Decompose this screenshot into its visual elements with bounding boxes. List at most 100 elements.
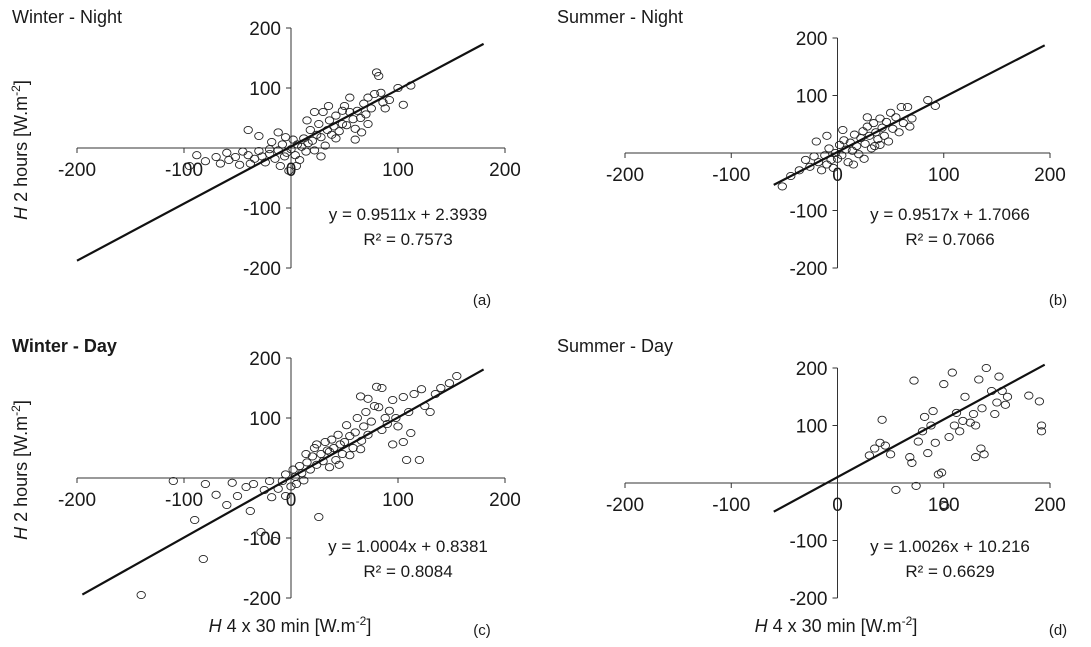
data-point (960, 392, 970, 401)
data-point (361, 407, 371, 417)
data-point (777, 182, 787, 191)
x-tick-label: -100 (165, 490, 203, 511)
data-point (327, 435, 337, 444)
x-tick-label: 200 (489, 490, 521, 511)
data-point (270, 536, 280, 546)
data-point (883, 137, 894, 146)
data-point (280, 491, 291, 501)
data-point (875, 438, 885, 447)
data-point (949, 421, 960, 430)
data-point (302, 116, 312, 125)
data-point (355, 113, 366, 123)
data-point (264, 145, 275, 154)
x-tick-label: -200 (58, 490, 96, 511)
y-tick-label: 100 (796, 87, 828, 108)
data-point (371, 382, 382, 391)
x-axis-label-exponent: -2 (356, 614, 367, 628)
y-tick-label: -100 (789, 202, 827, 223)
data-point (965, 418, 975, 427)
x-axis-label-variable: H (209, 616, 223, 636)
x-tick-label: -100 (712, 495, 750, 516)
data-point (805, 162, 815, 171)
data-point (350, 135, 360, 144)
data-point (211, 490, 221, 499)
data-point (337, 119, 348, 129)
data-point (936, 468, 947, 477)
data-point (376, 88, 386, 97)
data-point (404, 407, 414, 417)
y-tick-label: -200 (243, 589, 281, 610)
data-point (824, 144, 834, 153)
data-point (786, 171, 796, 181)
data-point (414, 455, 425, 465)
y-axis-label-end: ] (11, 400, 31, 405)
x-axis-label: H 4 x 30 min [W.m-2] (209, 614, 372, 636)
data-point (273, 128, 283, 137)
data-point (374, 71, 384, 81)
data-point (416, 385, 427, 394)
data-point (374, 403, 384, 412)
data-point (384, 406, 395, 415)
x-axis-label-exponent: -2 (902, 614, 913, 628)
trendline-equation: y = 1.0004x + 0.8381 (328, 537, 488, 556)
data-point (198, 554, 208, 564)
data-point (401, 455, 412, 465)
data-point (809, 152, 819, 161)
y-axis-label: H 2 hours [W.m-2] (9, 400, 31, 540)
data-point (947, 368, 957, 377)
data-point (331, 455, 341, 465)
data-point (350, 428, 360, 437)
data-point (291, 479, 302, 489)
data-point (345, 451, 355, 460)
data-point (299, 476, 309, 485)
data-point (994, 372, 1004, 381)
data-point (356, 128, 367, 137)
data-point (860, 139, 870, 148)
data-point (348, 115, 358, 124)
data-point (1036, 427, 1047, 436)
y-axis-label-variable: H (11, 526, 31, 540)
data-point (816, 166, 827, 175)
data-point (992, 398, 1002, 407)
y-tick-label: 100 (249, 409, 281, 430)
data-point (241, 482, 251, 492)
y-tick-label: 200 (249, 349, 281, 370)
data-point (286, 482, 296, 491)
y-axis-label-end: ] (11, 80, 31, 85)
data-point (930, 438, 940, 447)
data-point (380, 104, 390, 113)
data-point (854, 150, 864, 159)
trendline-equation: y = 0.9517x + 1.7066 (870, 205, 1030, 224)
x-axis-label-variable: H (755, 616, 769, 636)
data-point (955, 427, 965, 436)
data-point (222, 500, 232, 510)
data-point (192, 151, 202, 160)
data-point (331, 134, 341, 143)
x-tick-label: 0 (832, 165, 843, 186)
data-point (875, 114, 885, 123)
data-point (377, 383, 387, 393)
data-point (280, 133, 291, 142)
data-point (391, 413, 401, 423)
data-point (838, 125, 848, 135)
data-point (970, 421, 981, 430)
x-axis-label-text: 4 x 30 min [W.m (768, 616, 902, 636)
data-point (813, 158, 824, 167)
data-point (1034, 397, 1045, 406)
panel-title: Summer - Day (557, 336, 673, 356)
data-point (919, 412, 930, 421)
data-point (928, 407, 938, 416)
data-point (866, 144, 877, 153)
data-point (361, 110, 371, 119)
data-point (905, 453, 915, 462)
data-point (378, 98, 388, 107)
data-point (384, 95, 395, 105)
data-point (307, 136, 318, 145)
data-point (406, 428, 416, 438)
data-point (331, 111, 341, 120)
y-axis-label: H 2 hours [W.m-2] (9, 80, 31, 220)
data-point (885, 108, 896, 117)
r-squared-label: R² = 0.7573 (363, 230, 452, 249)
